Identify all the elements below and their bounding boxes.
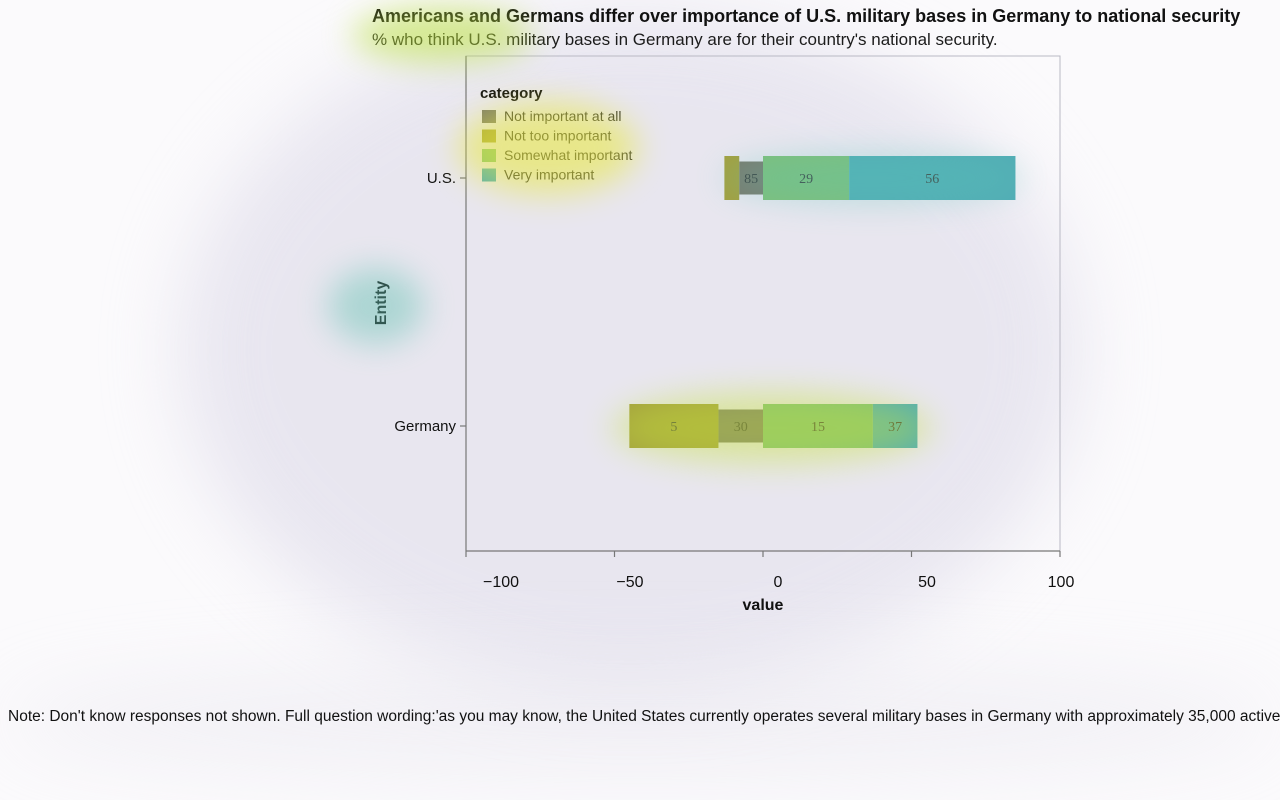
bar-data-label: 30 [734,420,748,435]
bar-segment [872,404,918,448]
x-tick-label: 0 [774,574,783,591]
legend-swatch [482,168,496,182]
x-tick-label: 100 [1048,574,1075,591]
footnote: Note: Don't know responses not shown. Fu… [8,708,1280,725]
legend-label: Not important at all [504,108,622,124]
legend-swatch [482,149,496,162]
legend-label: Not too important [504,128,611,144]
x-tick-label: −100 [483,574,519,591]
x-axis-title: value [743,597,784,614]
bar-segment [849,156,1016,200]
bar-segment [739,161,763,195]
bar-segment [763,404,873,448]
bar-data-label: 37 [888,420,902,435]
y-tick-label: Germany [394,418,456,435]
bar-data-label: 56 [925,172,939,187]
chart-title: Americans and Germans differ over import… [372,6,1241,26]
bar-data-label: 5 [670,420,677,435]
x-tick-label: −50 [616,574,643,591]
bar-data-label: 85 [744,172,758,187]
legend-swatch [482,110,496,123]
legend-label: Very important [504,167,594,183]
legend-label: Somewhat important [504,147,633,163]
bar-data-label: 29 [799,172,813,187]
bar-segment [724,156,740,200]
bar-segment [763,156,850,200]
legend-title: category [480,85,543,102]
x-tick-label: 50 [918,574,936,591]
bar-data-label: 15 [811,420,825,435]
y-tick-label: U.S. [427,170,456,187]
bar-segment [629,404,719,448]
bar-segment [718,409,763,443]
legend-swatch [482,129,496,143]
y-axis-title: Entity [373,281,390,326]
